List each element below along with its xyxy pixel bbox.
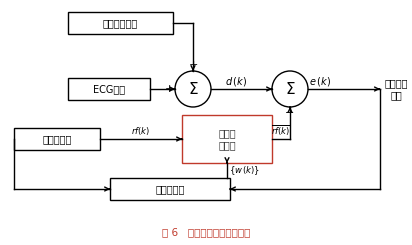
- Text: +: +: [164, 84, 174, 94]
- Text: $d\,(k)$: $d\,(k)$: [225, 74, 248, 87]
- Bar: [68, 78, 150, 100]
- Ellipse shape: [175, 71, 211, 107]
- Bar: [14, 128, 100, 150]
- Text: −: −: [286, 108, 295, 118]
- Text: $\Sigma$: $\Sigma$: [285, 81, 295, 97]
- Text: 图 6   自适应滤波器单元框图: 图 6 自适应滤波器单元框图: [162, 227, 250, 237]
- Text: $\overline{rf(k)}$: $\overline{rf(k)}$: [271, 123, 291, 138]
- Text: 三轴加速度: 三轴加速度: [42, 134, 72, 144]
- Ellipse shape: [272, 71, 308, 107]
- Text: +: +: [188, 60, 198, 70]
- Text: $e\,(k)$: $e\,(k)$: [309, 74, 331, 87]
- Bar: [68, 12, 173, 34]
- Text: ECG信号: ECG信号: [93, 84, 125, 94]
- Text: 自适应
滤波器: 自适应 滤波器: [218, 128, 236, 150]
- Bar: [182, 115, 272, 163]
- Bar: [110, 178, 230, 200]
- Text: 滤波信号
输出: 滤波信号 输出: [385, 78, 409, 100]
- Text: $\{w\,(k)\}$: $\{w\,(k)\}$: [229, 164, 260, 177]
- Text: 运动伪迹干扰: 运动伪迹干扰: [103, 18, 138, 28]
- Text: $\Sigma$: $\Sigma$: [188, 81, 198, 97]
- Text: 自适应算法: 自适应算法: [155, 184, 185, 194]
- Text: $rf(k)$: $rf(k)$: [131, 125, 150, 137]
